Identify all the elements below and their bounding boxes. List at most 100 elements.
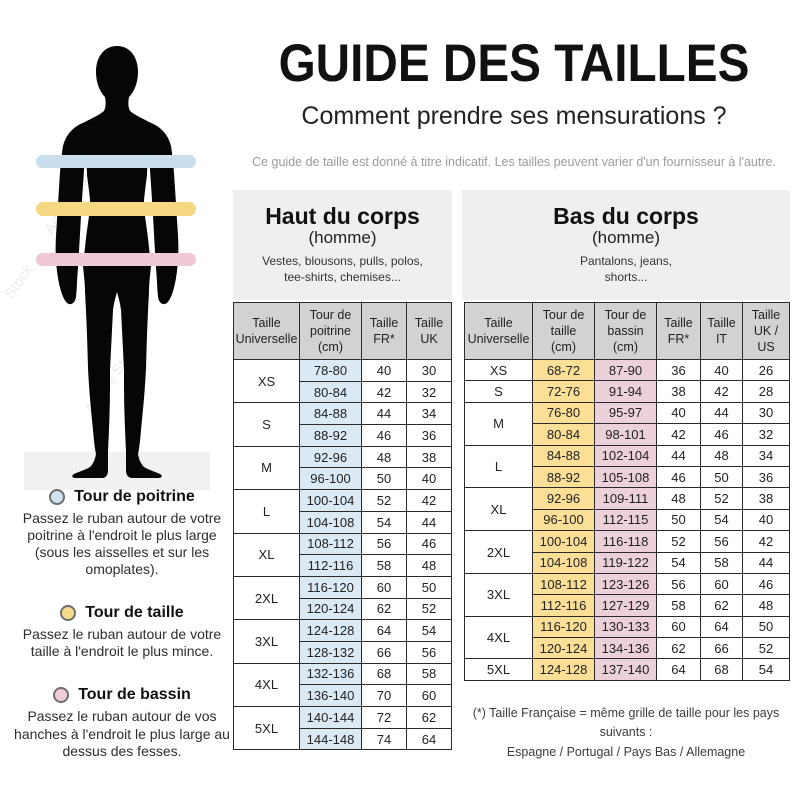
value-cell: 54 [700,508,743,532]
value-cell: 36 [742,465,790,489]
legend-item: Tour de poitrine Passez le ruban autour d… [12,488,232,578]
value-cell: 40 [700,358,743,382]
value-cell: 95-97 [594,401,657,425]
value-cell: 128-132 [299,640,362,664]
value-cell: 144-148 [299,727,362,751]
value-cell: 30 [406,359,452,382]
body-silhouette-figure: Adobe Stock Adobe Stock Stock [0,0,232,490]
size-cell: L [233,489,300,534]
value-cell: 60 [361,575,407,599]
upper-panel-subtitle: (homme) [308,228,377,248]
column-header: Tour de taille (cm) [532,302,595,360]
table-row: L 100-104 52 42 [233,489,452,534]
value-cell: 68-72 [532,358,595,382]
value-cell: 56 [361,532,407,556]
table-row: 4XL 116-120 130-133 60 64 50 [464,615,790,660]
value-cell: 88-92 [532,465,595,489]
value-cell: 100-104 [299,489,362,512]
value-cell: 32 [742,423,790,446]
value-cell: 130-133 [594,615,657,639]
upper-panel-description: Vestes, blousons, pulls, polos, tee-shir… [262,254,423,285]
table-row: M 92-96 48 38 [233,445,452,491]
page-title: GUIDE DES TAILLES [278,34,750,93]
value-cell: 40 [361,359,407,382]
value-cell: 92-96 [532,487,595,510]
size-cell: XS [233,358,300,404]
legend-description: Passez le ruban autour de vos hanches à … [14,708,230,759]
value-cell: 134-136 [594,637,657,660]
value-cell: 96-100 [532,508,595,532]
value-cell: 137-140 [594,658,657,681]
upper-panel-title: Haut du corps [265,203,420,229]
size-cell: M [464,401,533,446]
value-cell: 42 [361,380,407,404]
value-cell: 28 [742,380,790,403]
table-row: XS 68-72 87-90 36 40 26 [464,358,790,382]
value-cell: 132-136 [299,662,362,686]
legend-color-dot-icon [53,687,70,704]
value-cell: 76-80 [532,401,595,425]
value-cell: 44 [656,444,701,467]
size-cell: 3XL [464,572,533,617]
value-cell: 109-111 [594,487,657,510]
size-cell: XL [464,487,533,532]
size-cell: 5XL [464,658,533,681]
value-cell: 68 [361,662,407,686]
value-cell: 46 [406,532,452,556]
value-cell: 50 [700,465,743,489]
table-row: 3XL 124-128 64 54 [233,619,452,664]
value-cell: 119-122 [594,551,657,574]
value-cell: 66 [700,637,743,660]
table-row: 112-116 58 48 [234,554,452,577]
column-header: Tour de bassin (cm) [594,302,657,360]
value-cell: 87-90 [594,358,657,382]
value-cell: 70 [361,684,407,707]
value-cell: 48 [361,445,407,469]
value-cell: 52 [361,489,407,512]
value-cell: 44 [700,401,743,425]
male-silhouette-icon: Adobe Stock Adobe Stock Stock [1,46,210,490]
table-row: S 72-76 91-94 38 42 28 [464,380,790,403]
table-row: 120-124 62 52 [234,597,452,621]
size-cell: S [464,380,533,403]
upper-body-size-table: Taille Universelle Tour de poitrine (cm) T… [233,302,452,751]
value-cell: 48 [742,594,790,617]
lower-body-size-table: Taille Universelle Tour de taille (cm) Tou… [464,302,790,681]
value-cell: 120-124 [532,637,595,660]
table-row: 96-100 50 40 [234,467,452,491]
value-cell: 54 [742,658,790,681]
table-row: 128-132 66 56 [234,640,452,664]
chest-measure-band [36,155,196,168]
value-cell: 36 [406,424,452,447]
size-cell: 2XL [233,575,300,621]
value-cell: 84-88 [532,444,595,467]
value-cell: 124-128 [299,619,362,642]
table-row: 4XL 132-136 68 58 [233,662,452,708]
value-cell: 50 [742,615,790,639]
value-cell: 64 [361,619,407,642]
value-cell: 116-120 [299,575,362,599]
lower-body-panel: Bas du corps (homme) Pantalons, jeans, s… [462,190,790,300]
column-header: Taille FR* [656,302,701,360]
size-cell: XL [233,532,300,577]
hips-measure-band [36,253,196,266]
value-cell: 48 [406,554,452,577]
value-cell: 66 [361,640,407,664]
value-cell: 26 [742,358,790,382]
value-cell: 100-104 [532,530,595,553]
footnote: (*) Taille Française = même grille de ta… [458,704,794,762]
value-cell: 74 [361,727,407,751]
value-cell: 52 [700,487,743,510]
value-cell: 88-92 [299,424,362,447]
value-cell: 60 [406,684,452,707]
table-row: 5XL 140-144 72 62 [233,705,452,751]
value-cell: 36 [656,358,701,382]
value-cell: 38 [742,487,790,510]
table-row: XS 78-80 40 30 [233,358,452,404]
measurement-legend: Tour de poitrine Passez le ruban autour d… [12,488,232,786]
value-cell: 64 [700,615,743,639]
value-cell: 54 [406,619,452,642]
value-cell: 42 [656,423,701,446]
size-cell: 4XL [233,662,300,708]
column-header: Taille FR* [361,302,407,360]
